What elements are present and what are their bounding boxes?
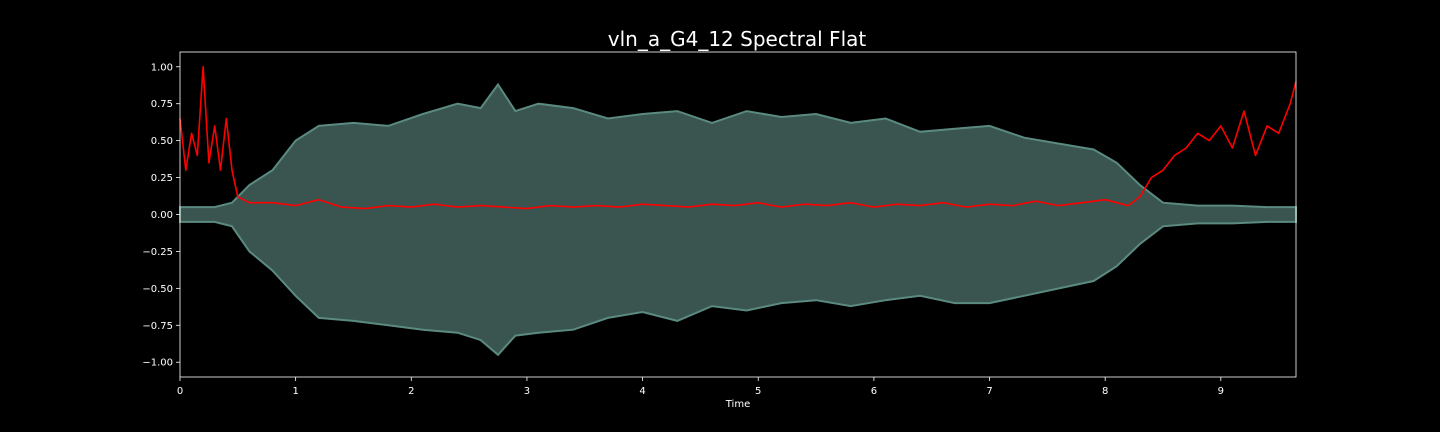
x-tick-label: 6	[871, 386, 877, 397]
y-tick-label: 0.75	[151, 99, 173, 110]
x-tick-label: 4	[639, 386, 645, 397]
y-tick-label: −0.50	[142, 284, 173, 295]
y-tick-label: 0.50	[151, 136, 173, 147]
x-tick-label: 1	[292, 386, 298, 397]
y-axis: 1.00 0.75 0.50 0.25 0.00 −0.25 −0.50 −0.75 −1.00	[142, 62, 180, 369]
x-tick-label: 2	[408, 386, 414, 397]
x-tick-label: 9	[1218, 386, 1224, 397]
y-tick-label: −0.25	[142, 247, 173, 258]
chart-title: vln_a_G4_12 Spectral Flat	[608, 27, 867, 51]
x-tick-label: 5	[755, 386, 761, 397]
y-tick-label: −1.00	[142, 358, 173, 369]
spectral-flatness-line	[179, 66, 1297, 210]
x-tick-label: 8	[1102, 386, 1108, 397]
x-tick-label: 7	[986, 386, 992, 397]
x-tick-label: 3	[524, 386, 530, 397]
x-tick-label: 0	[177, 386, 183, 397]
y-tick-label: 0.25	[151, 173, 173, 184]
y-tick-label: −0.75	[142, 321, 173, 332]
x-axis-label: Time	[725, 399, 750, 410]
x-axis: 0 1 2 3 4 5 6 7 8 9	[177, 377, 1224, 397]
y-tick-label: 1.00	[151, 62, 173, 73]
y-tick-label: 0.00	[151, 210, 173, 221]
